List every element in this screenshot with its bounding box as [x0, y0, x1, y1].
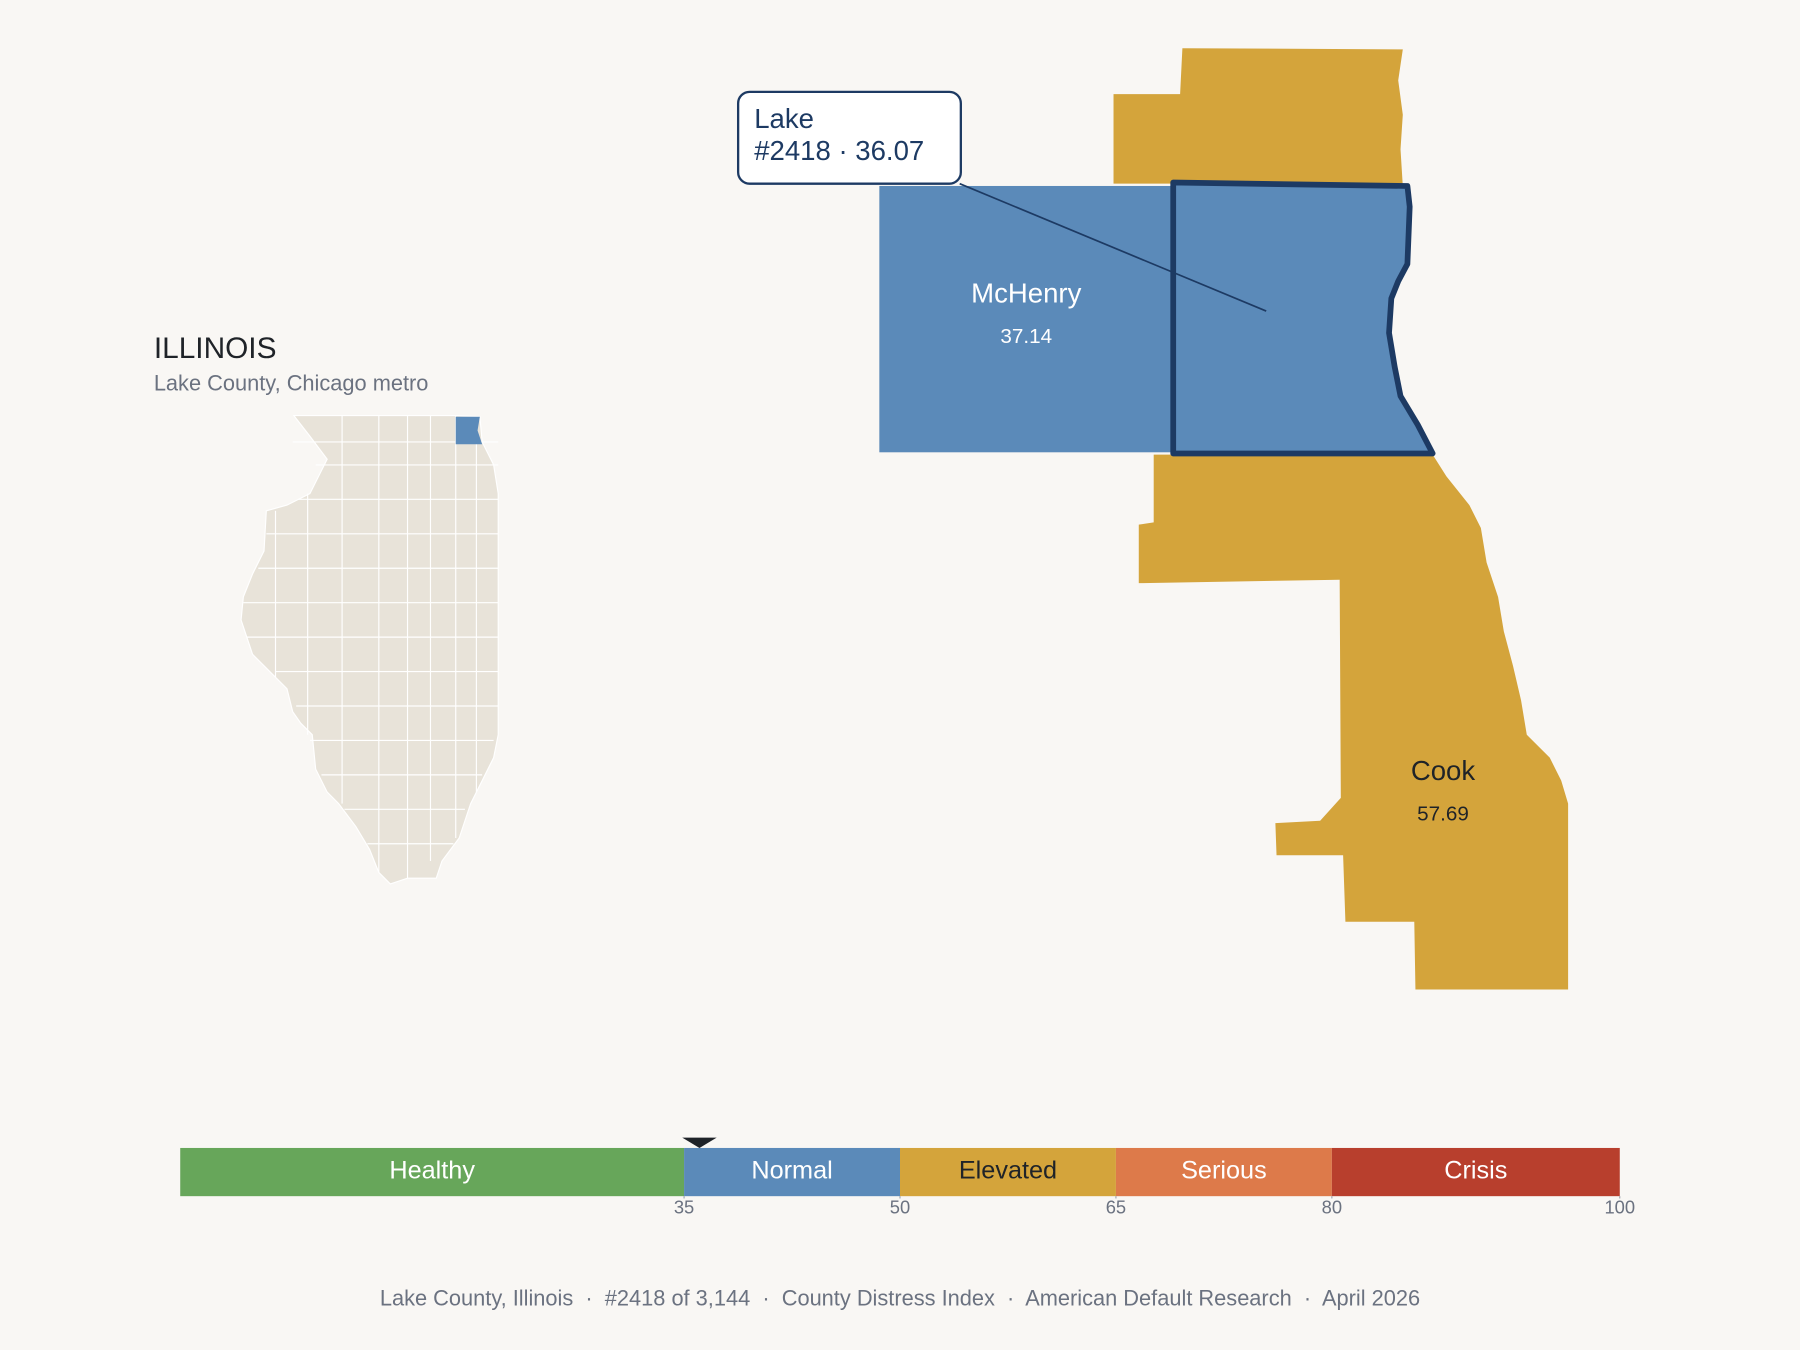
scale-band	[180, 1147, 685, 1197]
scale-tick-label: 80	[1322, 1197, 1342, 1218]
callout-leader	[959, 182, 1267, 312]
county-shape	[1113, 48, 1403, 186]
county-name: Cook	[1411, 755, 1476, 786]
scale-band-label: Elevated	[959, 1157, 1057, 1185]
illinois-map	[240, 414, 499, 885]
county-name: McHenry	[971, 277, 1081, 308]
inset-subtitle: Lake County, Chicago metro	[154, 370, 429, 395]
selected-county[interactable]	[1170, 179, 1436, 457]
scale-tick-label: 100	[1604, 1197, 1635, 1218]
scale-band	[684, 1147, 900, 1197]
scale-band-label: Crisis	[1444, 1157, 1507, 1185]
scale-band	[900, 1147, 1116, 1197]
inset-title: ILLINOIS	[154, 332, 277, 365]
county-value: 37.14	[1000, 325, 1052, 348]
scale-tick-label: 65	[1106, 1197, 1126, 1218]
state-outline	[240, 414, 499, 885]
scale-band-label: Normal	[751, 1157, 832, 1185]
scale-band	[1115, 1147, 1332, 1197]
county-shape	[1138, 454, 1569, 990]
callout-name: Lake	[754, 103, 814, 134]
distress-scale: Healthy Normal Elevated Serious Crisis 35 50 65…	[180, 1137, 1635, 1218]
scale-band	[1331, 1147, 1620, 1197]
lake-county-highlight	[455, 416, 483, 445]
callout-box	[736, 90, 962, 185]
county-shape	[879, 185, 1174, 453]
scale-marker	[682, 1137, 717, 1148]
county-value: 57.69	[1417, 803, 1469, 826]
footer: Lake County, Illinois · #2418 of 3,144 ·…	[380, 1285, 1420, 1310]
scale-tick-label: 50	[890, 1197, 910, 1218]
scale-tick-label: 35	[674, 1197, 694, 1218]
scale-band-label: Healthy	[389, 1157, 475, 1185]
county-lines	[243, 415, 499, 879]
scale-band-label: Serious	[1181, 1157, 1267, 1185]
callout-detail: #2418 · 36.07	[754, 135, 924, 166]
